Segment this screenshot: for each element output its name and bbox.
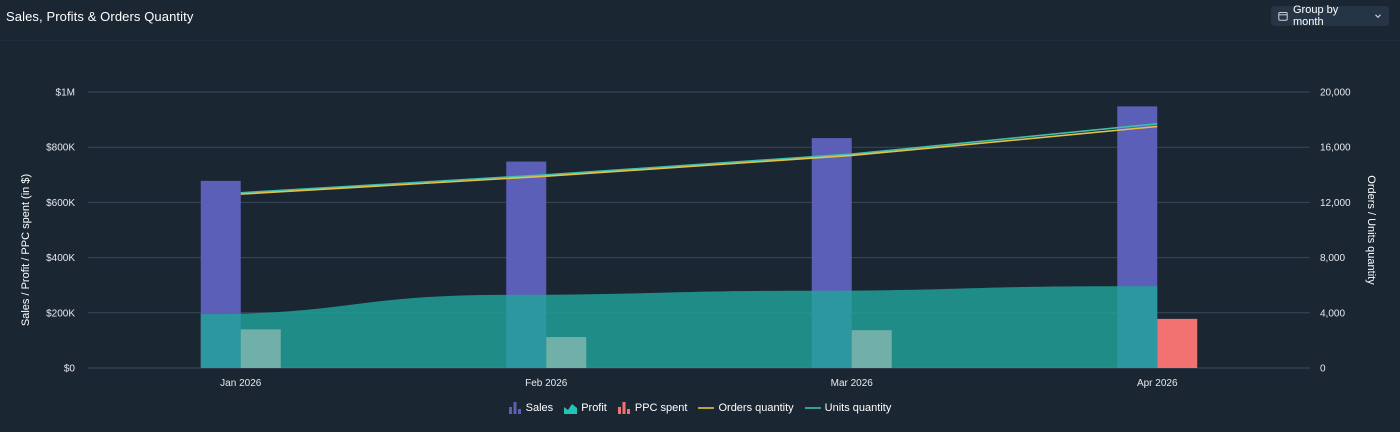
ppc-bar <box>1157 318 1198 368</box>
ppc-bar <box>546 337 587 368</box>
y-tick-label: $800K <box>46 143 75 154</box>
x-tick-label: Apr 2026 <box>1137 378 1178 389</box>
tick-labels: $0 0 $200K 4,000 $400K 8,000 $600K 12,000 $800K 1… <box>46 88 1351 390</box>
y-axis-title: Sales / Profit / PPC spent (in $) <box>20 174 32 326</box>
group-by-label: Group by month <box>1293 4 1339 28</box>
orders-quantity-line <box>240 125 1158 195</box>
legend-item-orders[interactable]: Orders quantity <box>698 401 794 414</box>
y2-axis-title: Orders / Units quantity <box>1365 175 1377 285</box>
units-line-icon <box>804 407 821 409</box>
orders-line-icon <box>698 407 715 409</box>
legend-label: PPC spent <box>634 401 688 414</box>
legend: Sales Profit PPC spent Orders quantity U… <box>0 401 1400 414</box>
y-tick-label: $1M <box>56 88 75 99</box>
profit-area <box>200 286 1158 368</box>
legend-item-sales[interactable]: Sales <box>508 401 554 414</box>
header-divider <box>0 40 1400 41</box>
legend-label: Orders quantity <box>718 401 794 414</box>
lines <box>240 122 1198 368</box>
units-quantity-line <box>240 122 1158 194</box>
y-tick-label: $0 <box>64 364 76 375</box>
combo-chart: $0 0 $200K 4,000 $400K 8,000 $600K 12,000 $800K 1… <box>20 88 1377 390</box>
y-tick-label: $400K <box>46 253 75 264</box>
y2-tick-label: 4,000 <box>1320 308 1345 319</box>
calendar-icon <box>1278 11 1288 21</box>
profit-area-shape <box>200 286 1158 368</box>
y2-tick-label: 0 <box>1320 364 1326 375</box>
x-tick-label: Feb 2026 <box>525 378 568 389</box>
ppc-bar-icon <box>617 402 630 414</box>
x-tick-label: Jan 2026 <box>220 378 262 389</box>
chart-title: Sales, Profits & Orders Quantity <box>6 9 194 24</box>
y-tick-label: $600K <box>46 198 75 209</box>
legend-label: Profit <box>581 401 607 414</box>
ppc-bar <box>851 330 892 368</box>
y2-tick-label: 20,000 <box>1320 88 1351 99</box>
profit-area-icon <box>564 404 578 414</box>
y2-tick-label: 12,000 <box>1320 198 1351 209</box>
legend-label: Units quantity <box>824 401 892 414</box>
legend-item-ppc[interactable]: PPC spent <box>617 401 688 414</box>
group-by-month-dropdown[interactable]: Group by month <box>1271 4 1389 28</box>
y-tick-label: $200K <box>46 308 75 319</box>
x-tick-label: Mar 2026 <box>831 378 874 389</box>
legend-item-profit[interactable]: Profit <box>564 401 607 414</box>
ppc-bar <box>240 329 281 368</box>
sales-bar-icon <box>508 402 521 414</box>
y2-tick-label: 16,000 <box>1320 143 1351 154</box>
chevron-down-icon <box>1374 12 1382 20</box>
legend-label: Sales <box>525 401 554 414</box>
y2-tick-label: 8,000 <box>1320 253 1345 264</box>
legend-item-units[interactable]: Units quantity <box>804 401 892 414</box>
